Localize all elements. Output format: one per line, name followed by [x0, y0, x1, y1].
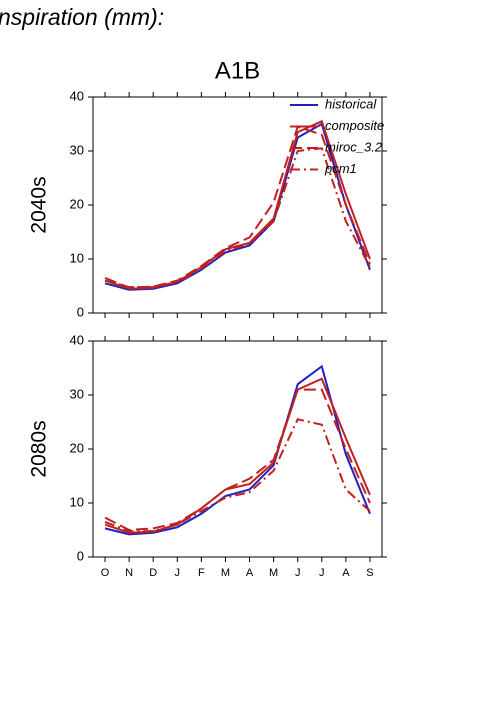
- legend-label: miroc_3.2: [325, 139, 383, 154]
- page-title: nspiration (mm):: [0, 4, 164, 30]
- legend-label: pcm1: [324, 161, 357, 176]
- y-axis-label: 2040s: [28, 176, 51, 233]
- y-axis-label: 2080s: [28, 420, 51, 477]
- series-line: [104, 377, 371, 534]
- series-line: [104, 122, 371, 291]
- x-tick-label: S: [366, 567, 373, 579]
- series-line: [104, 125, 371, 289]
- x-tick-label: N: [125, 567, 133, 579]
- plot-frame: [92, 340, 383, 558]
- x-tick-label: A: [246, 567, 254, 579]
- x-tick-label: J: [295, 567, 301, 579]
- x-tick-label: M: [269, 567, 278, 579]
- y-tick-label: 20: [70, 440, 84, 455]
- series-line: [104, 147, 371, 289]
- x-tick-label: A: [342, 567, 350, 579]
- y-tick-label: 10: [70, 250, 84, 265]
- chart-title: A1B: [215, 57, 260, 84]
- legend-label: historical: [325, 96, 377, 111]
- series-line: [104, 418, 371, 533]
- y-tick-label: 30: [70, 142, 84, 157]
- y-tick-label: 40: [70, 332, 84, 347]
- x-tick-label: F: [198, 567, 205, 579]
- x-tick-label: J: [175, 567, 181, 579]
- series-line: [104, 364, 371, 536]
- y-tick-label: 30: [70, 386, 84, 401]
- x-tick-label: O: [101, 567, 110, 579]
- y-tick-label: 0: [77, 548, 84, 563]
- x-tick-label: D: [149, 567, 157, 579]
- series-line: [104, 388, 371, 532]
- y-tick-label: 10: [70, 494, 84, 509]
- y-tick-label: 40: [70, 88, 84, 103]
- x-tick-label: M: [221, 567, 230, 579]
- y-tick-label: 0: [77, 304, 84, 319]
- y-tick-label: 20: [70, 196, 84, 211]
- x-tick-label: J: [319, 567, 325, 579]
- legend-label: composite: [325, 118, 384, 133]
